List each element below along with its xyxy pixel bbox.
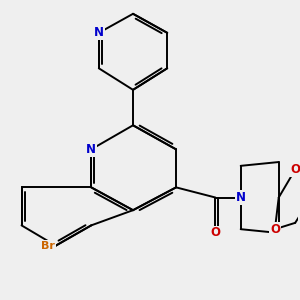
Text: Br: Br [41, 241, 55, 250]
Text: O: O [290, 163, 300, 176]
Text: N: N [236, 191, 246, 204]
Text: N: N [86, 143, 96, 156]
Text: N: N [94, 26, 104, 39]
Text: O: O [210, 226, 220, 239]
Text: O: O [270, 223, 280, 236]
